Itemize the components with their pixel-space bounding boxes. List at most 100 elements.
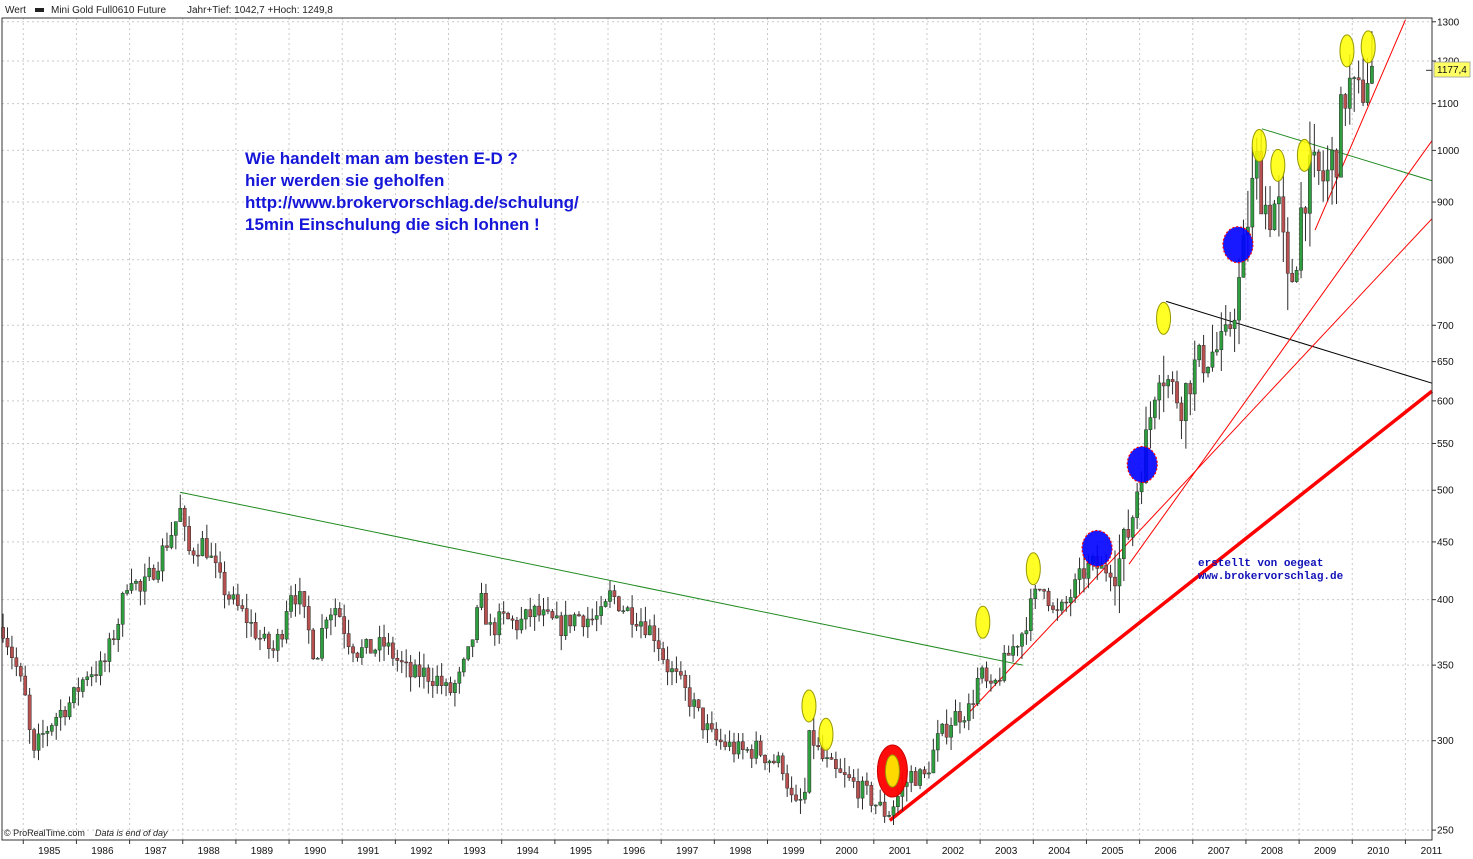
candle-body (151, 567, 156, 580)
x-tick-label: 2008 (1261, 846, 1284, 857)
candle-body (408, 662, 413, 678)
candle-body (1135, 491, 1139, 518)
candle-body (1170, 379, 1175, 383)
y-tick-label: 900 (1437, 198, 1454, 209)
candle-body (466, 646, 471, 660)
candle-body (280, 634, 285, 640)
candle-body (510, 618, 515, 621)
candle-body (204, 538, 209, 558)
candle-body (430, 681, 435, 686)
candle-body (1122, 529, 1126, 559)
candle-body (178, 508, 183, 522)
candle-body (639, 621, 643, 627)
candle-body (1352, 77, 1357, 79)
candle-body (927, 772, 931, 775)
candle-body (878, 801, 883, 806)
credit-author: erstellt von oegeat (1198, 558, 1323, 570)
candle-body (470, 639, 475, 647)
x-tick-label: 1991 (357, 846, 380, 857)
candle-body (1130, 517, 1135, 538)
annotation-line-3[interactable]: http://www.brokervorschlag.de/schulung/ (245, 193, 579, 212)
candle-body (41, 733, 45, 735)
candle-body (191, 550, 196, 556)
candle-body (49, 725, 54, 732)
candle-body (1, 627, 5, 639)
candle-body (581, 615, 586, 628)
candle-body (1250, 177, 1255, 228)
candle-body (488, 622, 493, 625)
x-tick-label: 2004 (1048, 846, 1071, 857)
trend-line (1314, 19, 1406, 231)
candle-body (572, 614, 577, 627)
candle-body (1299, 207, 1303, 271)
candle-body (732, 741, 736, 755)
candle-body (891, 806, 896, 816)
candle-body (324, 619, 329, 629)
y-tick-label: 1300 (1437, 17, 1460, 28)
candle-body (315, 657, 320, 660)
candle-body (807, 730, 812, 793)
candle-body (444, 682, 448, 686)
candle-body (1175, 381, 1179, 404)
y-tick-label: 400 (1437, 595, 1454, 606)
candle-body (302, 591, 307, 607)
candle-body (1370, 65, 1374, 84)
candle-body (218, 562, 222, 573)
candle-body (111, 638, 116, 641)
candle-body (1139, 482, 1144, 493)
header-series-name: Mini Gold Full0610 Future (51, 5, 166, 16)
candle-body (306, 606, 311, 631)
candle-body (200, 538, 205, 557)
x-tick-label: 1990 (304, 846, 327, 857)
y-tick-label: 1000 (1437, 146, 1460, 157)
candle-body (749, 749, 754, 759)
candle-body (1082, 568, 1086, 579)
candle-body (1011, 646, 1015, 656)
candle-body (1303, 207, 1308, 214)
candle-body (1285, 231, 1290, 274)
candle-body (834, 759, 838, 769)
candle-body (98, 660, 103, 676)
candle-body (1108, 572, 1113, 578)
yellow-marker (1156, 301, 1172, 335)
candle-body (608, 590, 612, 602)
candle-body (27, 694, 32, 730)
x-tick-label: 2000 (836, 846, 859, 857)
candle-body (687, 687, 692, 707)
annotation-line-2: hier werden sie geholfen (245, 171, 444, 190)
yellow-marker (1339, 34, 1355, 68)
candle-body (541, 609, 546, 616)
candle-body (909, 771, 914, 783)
candle-body (1356, 77, 1361, 81)
candle-body (550, 611, 555, 619)
candle-body (745, 749, 750, 751)
x-tick-label: 1992 (410, 846, 433, 857)
legend-swatch (35, 8, 44, 12)
candle-body (386, 642, 391, 647)
grid (2, 18, 1432, 840)
candle-body (453, 683, 457, 693)
candle-body (741, 741, 745, 750)
candle-body (368, 639, 373, 654)
x-tick-label: 1989 (251, 846, 274, 857)
candle-body (869, 785, 874, 806)
candle-body (860, 780, 865, 799)
candle-body (32, 729, 36, 751)
candle-body (772, 760, 776, 764)
candle-body (253, 622, 258, 639)
x-tick-label: 1998 (729, 846, 752, 857)
candle-body (284, 611, 289, 640)
candle-body (18, 666, 23, 677)
candle-body (395, 658, 400, 661)
x-tick-label: 1993 (463, 846, 486, 857)
candle-body (258, 637, 262, 640)
candle-body (120, 593, 125, 625)
candle-body (789, 787, 794, 796)
candle-body (320, 627, 324, 659)
candle-body (546, 609, 550, 612)
candle-body (1365, 83, 1370, 103)
candle-body (674, 668, 679, 672)
candle-body (58, 710, 63, 718)
yellow-marker (1025, 552, 1041, 586)
candle-body (670, 668, 674, 673)
